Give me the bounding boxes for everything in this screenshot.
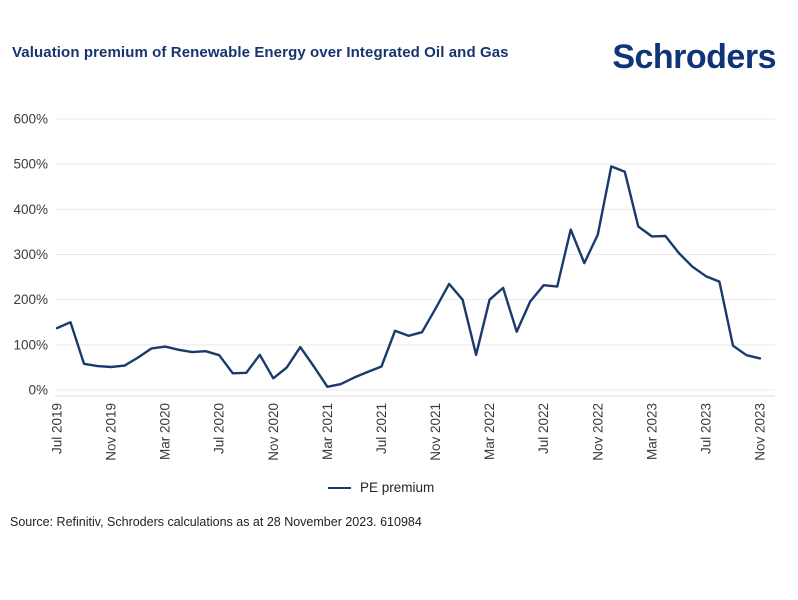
x-tick-label: Nov 2021 — [428, 403, 443, 461]
x-tick-label: Nov 2020 — [266, 403, 281, 461]
x-tick-label: Mar 2022 — [482, 403, 497, 460]
x-tick-label: Nov 2019 — [104, 403, 119, 461]
x-tick-label: Jul 2021 — [374, 403, 389, 454]
y-tick-label: 400% — [13, 202, 48, 217]
x-tick-label: Mar 2021 — [320, 403, 335, 460]
x-tick-label: Mar 2020 — [158, 403, 173, 460]
x-tick-label: Nov 2022 — [590, 403, 605, 461]
y-tick-label: 500% — [13, 157, 48, 172]
y-tick-label: 200% — [13, 292, 48, 307]
y-axis-labels: 0% 100% 200% 300% 400% 500% 600% — [13, 111, 48, 397]
x-tick-label: Jul 2022 — [536, 403, 551, 454]
chart-title: Valuation premium of Renewable Energy ov… — [12, 44, 509, 61]
y-tick-label: 0% — [28, 383, 48, 398]
legend-label: PE premium — [360, 480, 435, 495]
y-tick-label: 100% — [13, 337, 48, 352]
schroders-logo: Schroders — [612, 38, 776, 76]
x-tick-label: Jul 2023 — [698, 403, 713, 454]
grid-lines — [55, 118, 775, 391]
x-tick-label: Jul 2020 — [212, 403, 227, 454]
y-tick-label: 600% — [13, 111, 48, 126]
x-tick-label: Jul 2019 — [50, 403, 65, 454]
pe-premium-series-line — [55, 165, 762, 388]
x-tick-label: Mar 2023 — [644, 403, 659, 460]
x-tick-label: Nov 2023 — [753, 403, 768, 461]
legend: PE premium — [328, 480, 434, 495]
legend-line-marker — [328, 486, 351, 489]
x-axis-labels: Jul 2019 Nov 2019 Mar 2020 Jul 2020 Nov 2020… — [50, 403, 768, 461]
y-tick-label: 300% — [13, 247, 48, 262]
source-note: Source: Refinitiv, Schroders calculation… — [10, 515, 422, 529]
